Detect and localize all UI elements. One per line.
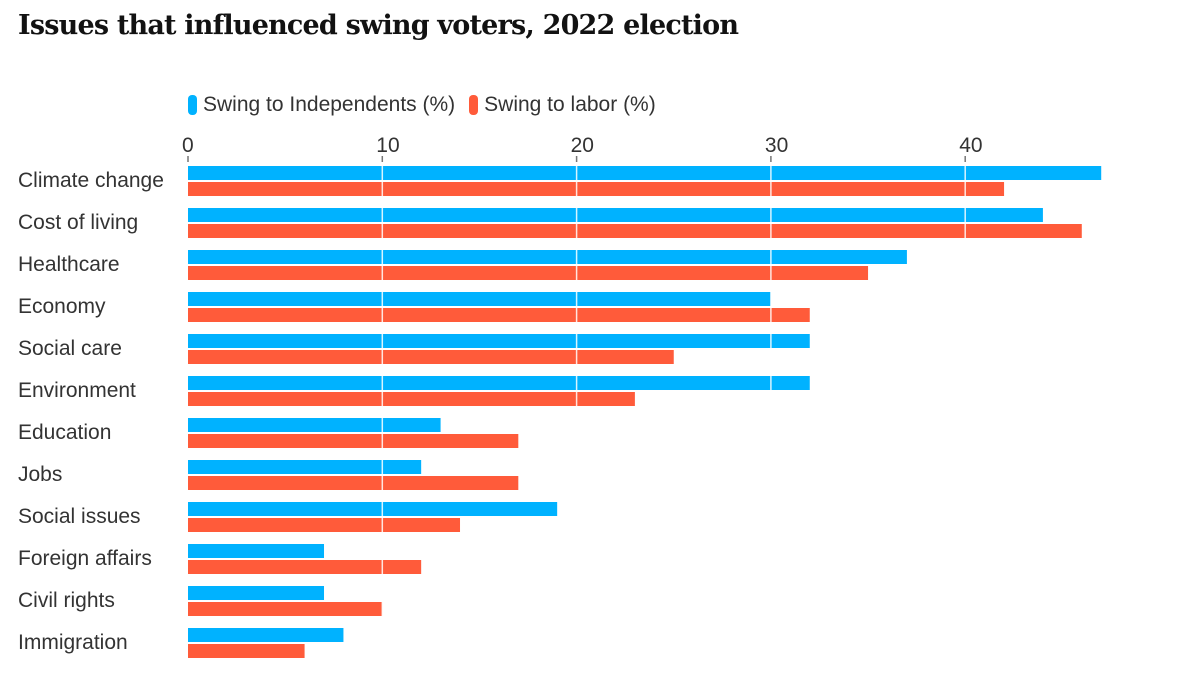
legend-item-labor: Swing to labor (%): [469, 93, 656, 117]
category-label: Cost of living: [18, 211, 138, 234]
category-label: Education: [18, 421, 111, 444]
legend-item-independents: Swing to Independents (%): [188, 93, 455, 117]
chart-title: Issues that influenced swing voters, 202…: [18, 10, 739, 41]
bar-labor: [188, 224, 1082, 238]
legend: Swing to Independents (%) Swing to labor…: [188, 93, 670, 117]
category-label: Environment: [18, 379, 136, 402]
bar-labor: [188, 560, 422, 574]
bar-independents: [188, 208, 1043, 222]
category-label: Jobs: [18, 463, 62, 486]
bar-labor: [188, 602, 383, 616]
category-label: Social care: [18, 337, 122, 360]
category-label: Civil rights: [18, 589, 115, 612]
legend-swatch-independents: [188, 95, 197, 115]
x-tick-label: 10: [376, 134, 399, 157]
x-tick-label: 30: [765, 134, 788, 157]
bar-independents: [188, 334, 810, 348]
category-label: Immigration: [18, 631, 128, 654]
bar-independents: [188, 376, 810, 390]
category-label: Economy: [18, 295, 106, 318]
bar-labor: [188, 518, 461, 532]
bar-labor: [188, 392, 635, 406]
bar-independents: [188, 544, 325, 558]
legend-label-independents: Swing to Independents (%): [203, 93, 456, 116]
category-label: Social issues: [18, 505, 141, 528]
category-label: Healthcare: [18, 253, 120, 276]
bar-labor: [188, 434, 519, 448]
bar-independents: [188, 586, 325, 600]
x-tick-label: 40: [959, 134, 982, 157]
bar-independents: [188, 628, 344, 642]
bar-independents: [188, 502, 558, 516]
bar-labor: [188, 308, 810, 322]
x-tick-label: 0: [182, 134, 194, 157]
bar-independents: [188, 460, 422, 474]
bar-labor: [188, 644, 305, 658]
bar-labor: [188, 266, 869, 280]
bar-independents: [188, 292, 771, 306]
category-label: Foreign affairs: [18, 547, 152, 570]
bar-independents: [188, 166, 1102, 180]
bar-labor: [188, 350, 674, 364]
category-label: Climate change: [18, 169, 164, 192]
bar-independents: [188, 418, 441, 432]
x-tick-label: 20: [571, 134, 594, 157]
legend-label-labor: Swing to labor (%): [484, 93, 656, 116]
bar-independents: [188, 250, 907, 264]
legend-swatch-labor: [469, 95, 479, 115]
bar-labor: [188, 476, 519, 490]
bar-labor: [188, 182, 1005, 196]
